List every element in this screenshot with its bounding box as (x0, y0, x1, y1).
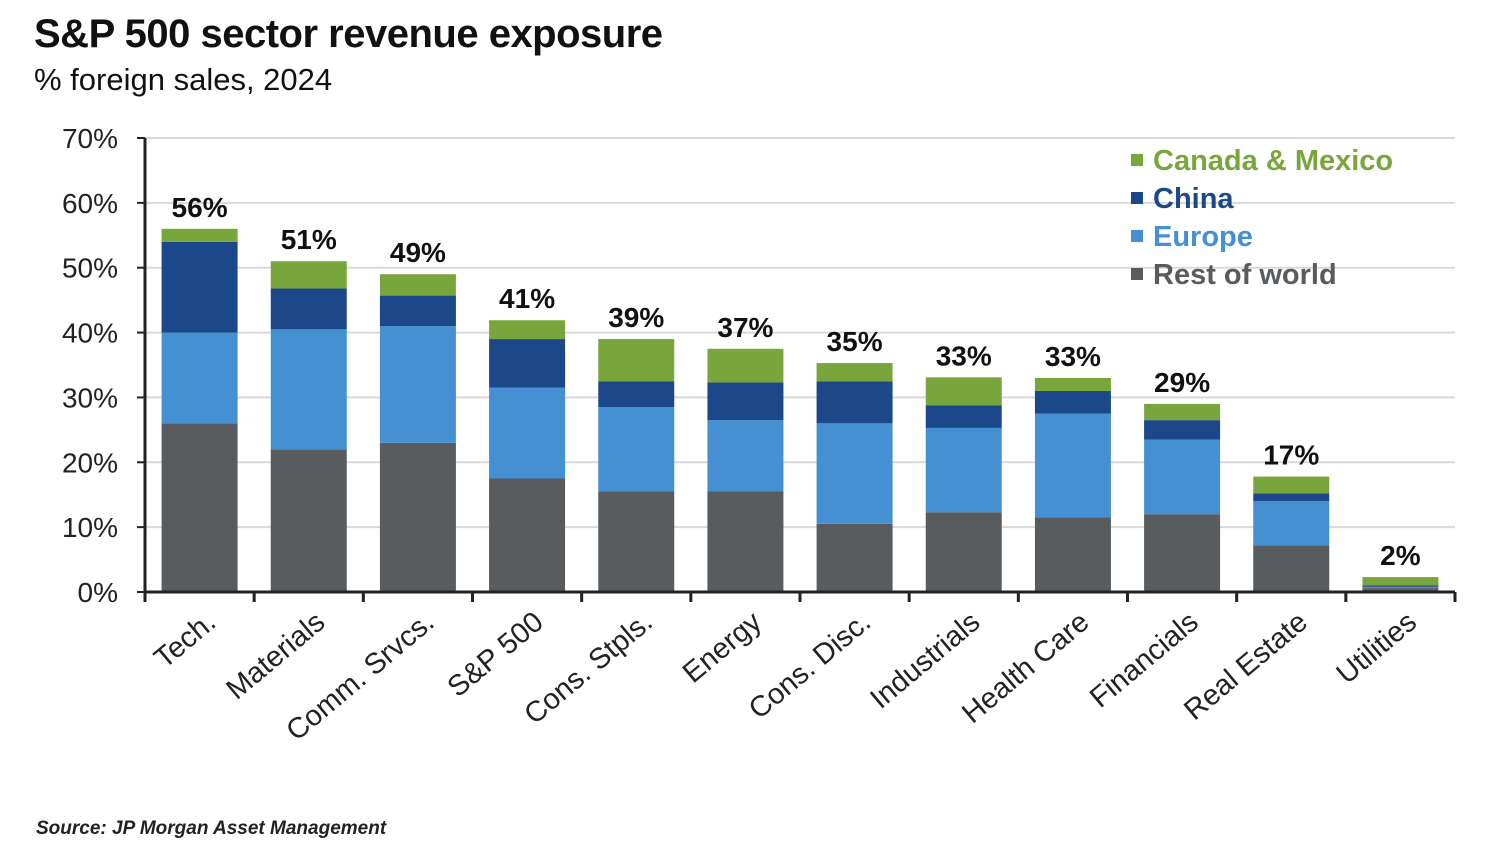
bar-segment (598, 407, 675, 492)
bar-segment (1144, 439, 1221, 515)
grid-lines (145, 137, 1455, 529)
bar-segment (1034, 390, 1111, 414)
bar-segment (1362, 586, 1439, 589)
legend-label: Rest of world (1153, 259, 1337, 291)
bar-total-label: 33% (1045, 341, 1101, 372)
bar-segment (1362, 588, 1439, 592)
bar-segment (489, 339, 566, 388)
y-tick-label: 60% (62, 188, 118, 219)
bar-total-label: 17% (1263, 440, 1319, 471)
chart-subtitle: % foreign sales, 2024 (34, 62, 333, 97)
legend-swatch (1131, 154, 1143, 166)
y-tick-label: 0% (78, 577, 118, 608)
bar-segment (816, 423, 893, 524)
legend-label: Canada & Mexico (1153, 145, 1393, 177)
legend: Canada & Mexico China Europe Rest of world (1131, 145, 1393, 291)
chart-title: S&P 500 sector revenue exposure (34, 12, 663, 56)
bar-segment (161, 423, 238, 592)
bar-segment (1144, 403, 1221, 421)
bar-segment (707, 348, 784, 383)
bar-segment (1253, 476, 1330, 494)
bar-segment (1034, 413, 1111, 518)
bar-total-label: 41% (499, 283, 555, 314)
bar-segment (379, 442, 456, 592)
x-tick-label: Materials (221, 606, 332, 706)
bar-segment (270, 449, 347, 592)
bar-segment (1144, 420, 1221, 440)
bar-segment (489, 387, 566, 479)
bar-segment (161, 228, 238, 242)
bar-total-label: 49% (390, 237, 446, 268)
bar-total-label: 39% (608, 302, 664, 333)
bar-segment (1253, 493, 1330, 502)
legend-swatch (1131, 268, 1143, 280)
bar-total-label: 51% (281, 224, 337, 255)
source-note: Source: JP Morgan Asset Management (36, 818, 387, 839)
legend-label: China (1153, 183, 1234, 215)
bar-total-label: 29% (1154, 367, 1210, 398)
bar-total-label: 33% (936, 340, 992, 371)
legend-label: Europe (1153, 221, 1253, 253)
y-tick-label: 10% (62, 512, 118, 543)
bar-segment (707, 420, 784, 492)
bars (161, 228, 1439, 592)
bar-segment (816, 363, 893, 382)
bar-segment (925, 512, 1002, 592)
y-tick-label: 30% (62, 382, 118, 413)
bar-segment (707, 382, 784, 421)
bar-segment (1253, 545, 1330, 592)
bar-segment (925, 377, 1002, 406)
bar-segment (270, 261, 347, 289)
axes (137, 137, 1457, 602)
bar-segment (379, 274, 456, 296)
bar-segment (270, 329, 347, 450)
legend-swatch (1131, 192, 1143, 204)
bar-segment (489, 320, 566, 340)
bar-segment (379, 295, 456, 327)
x-tick-label: S&P 500 (442, 606, 550, 704)
bar-segment (270, 288, 347, 330)
bar-segment (489, 478, 566, 592)
bar-total-label: 35% (827, 326, 883, 357)
bar-segment (816, 523, 893, 592)
bar-segment (1362, 577, 1439, 586)
x-tick-label: Energy (677, 606, 768, 690)
x-tick-label: Cons. Disc. (743, 606, 877, 726)
bar-segment (925, 405, 1002, 428)
bar-segment (1034, 377, 1111, 391)
bar-segment (1253, 501, 1330, 546)
bar-total-label: 2% (1380, 540, 1421, 571)
y-tick-label: 40% (62, 318, 118, 349)
bar-segment (161, 241, 238, 333)
y-tick-label: 20% (62, 447, 118, 478)
bar-segment (707, 491, 784, 592)
bar-segment (925, 427, 1002, 513)
x-tick-label: Tech. (148, 606, 222, 675)
y-tick-label: 70% (62, 123, 118, 154)
bar-segment (161, 332, 238, 424)
bar-total-label: 56% (172, 192, 228, 223)
bar-segment (1362, 585, 1439, 587)
bar-segment (816, 381, 893, 424)
bar-segment (1034, 517, 1111, 592)
x-tick-label: Utilities (1331, 606, 1423, 691)
bar-segment (598, 491, 675, 592)
y-tick-label: 50% (62, 253, 118, 284)
bar-segment (598, 339, 675, 382)
bar-segment (598, 381, 675, 408)
bar-total-label: 37% (717, 312, 773, 343)
bar-segment (1144, 514, 1221, 592)
legend-swatch (1131, 230, 1143, 242)
bar-segment (379, 326, 456, 443)
